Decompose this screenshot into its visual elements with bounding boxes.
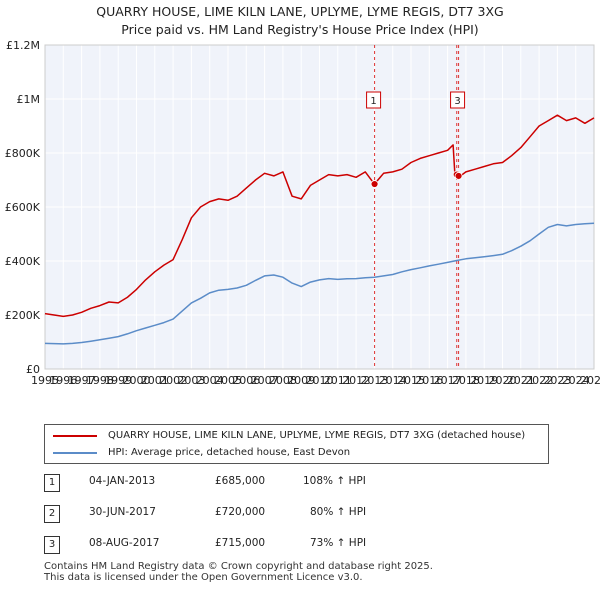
price-chart: 1995199619971998199920002001200220032004…	[5, 39, 600, 387]
x-tick-label: 2025	[580, 374, 600, 387]
x-tick-label: 2007	[251, 374, 279, 387]
y-tick-label: £800K	[5, 147, 41, 160]
series-line-hpi	[44, 222, 595, 345]
sale-marker-2: 2	[44, 505, 60, 523]
x-tick-label: 2021	[507, 374, 535, 387]
x-tick-label: 2003	[177, 374, 205, 387]
footer-line1: Contains HM Land Registry data © Crown c…	[44, 561, 433, 572]
plot-frame	[44, 44, 595, 370]
legend-label-property: QUARRY HOUSE, LIME KILN LANE, UPLYME, LY…	[108, 430, 526, 441]
sale-date-1: 04-JAN-2013	[89, 475, 156, 487]
legend-swatch-hpi	[53, 452, 97, 454]
x-tick-label: 2014	[379, 374, 407, 387]
y-tick-label: £1.2M	[6, 39, 40, 52]
x-tick-label: 1996	[49, 374, 77, 387]
x-tick-label: 2009	[287, 374, 315, 387]
sale-hpi-3: 73% ↑ HPI	[310, 537, 367, 549]
x-tick-label: 2024	[562, 374, 590, 387]
legend-swatch-property	[53, 435, 97, 437]
y-tick-label: £600K	[5, 201, 41, 214]
sale-marker-1: 1	[44, 474, 60, 492]
x-tick-label: 1995	[31, 374, 59, 387]
x-tick-label: 2019	[470, 374, 498, 387]
x-tick-label: 2000	[123, 374, 151, 387]
x-tick-label: 2018	[452, 374, 480, 387]
y-tick-label: £200K	[5, 309, 41, 322]
x-tick-label: 2022	[525, 374, 553, 387]
sale-price-1: £685,000	[215, 475, 266, 487]
sale-label-1: 1	[370, 96, 376, 107]
x-tick-label: 2017	[434, 374, 462, 387]
series-line-property	[44, 114, 595, 318]
sale-row-2: 2 30-JUN-2017 £720,000 80% ↑ HPI	[0, 505, 600, 525]
y-tick-label: £1M	[17, 93, 41, 106]
sale-point-1	[370, 180, 379, 188]
chart-title-line2: Price paid vs. HM Land Registry's House …	[121, 22, 479, 37]
sale-label-box-1	[366, 91, 382, 109]
sale-point-3	[454, 172, 463, 180]
x-tick-label: 2001	[141, 374, 169, 387]
sale-marker-3: 3	[44, 536, 60, 554]
legend-label-hpi: HPI: Average price, detached house, East…	[108, 447, 351, 458]
sale-hpi-1: 108% ↑ HPI	[303, 475, 366, 487]
sale-label-3: 3	[454, 96, 460, 107]
x-tick-label: 2010	[306, 374, 334, 387]
sale-row-1: 1 04-JAN-2013 £685,000 108% ↑ HPI	[0, 474, 600, 494]
sale-price-2: £720,000	[215, 506, 266, 518]
x-tick-label: 1997	[68, 374, 96, 387]
x-tick-label: 2020	[489, 374, 517, 387]
x-tick-label: 1999	[104, 374, 132, 387]
x-tick-label: 2023	[543, 374, 571, 387]
x-tick-label: 2002	[159, 374, 187, 387]
x-tick-label: 2008	[269, 374, 297, 387]
x-tick-label: 2015	[397, 374, 425, 387]
x-tick-label: 2006	[232, 374, 260, 387]
legend: QUARRY HOUSE, LIME KILN LANE, UPLYME, LY…	[44, 424, 549, 464]
sale-label-box-3	[450, 91, 466, 109]
y-tick-label: £400K	[5, 255, 41, 268]
footer: Contains HM Land Registry data © Crown c…	[44, 561, 433, 583]
sale-date-3: 08-AUG-2017	[89, 537, 160, 549]
x-tick-label: 2013	[360, 374, 388, 387]
x-tick-label: 2012	[342, 374, 370, 387]
sale-date-2: 30-JUN-2017	[89, 506, 156, 518]
sale-price-3: £715,000	[215, 537, 266, 549]
footer-line2: This data is licensed under the Open Gov…	[44, 572, 363, 583]
chart-title-line1: QUARRY HOUSE, LIME KILN LANE, UPLYME, LY…	[96, 4, 504, 19]
x-tick-label: 2016	[415, 374, 443, 387]
sale-row-3: 3 08-AUG-2017 £715,000 73% ↑ HPI	[0, 536, 600, 556]
y-tick-label: £0	[26, 363, 40, 376]
x-tick-label: 2011	[324, 374, 352, 387]
sale-hpi-2: 80% ↑ HPI	[310, 506, 367, 518]
x-tick-label: 1998	[86, 374, 114, 387]
x-tick-label: 2005	[214, 374, 242, 387]
x-tick-label: 2004	[196, 374, 224, 387]
